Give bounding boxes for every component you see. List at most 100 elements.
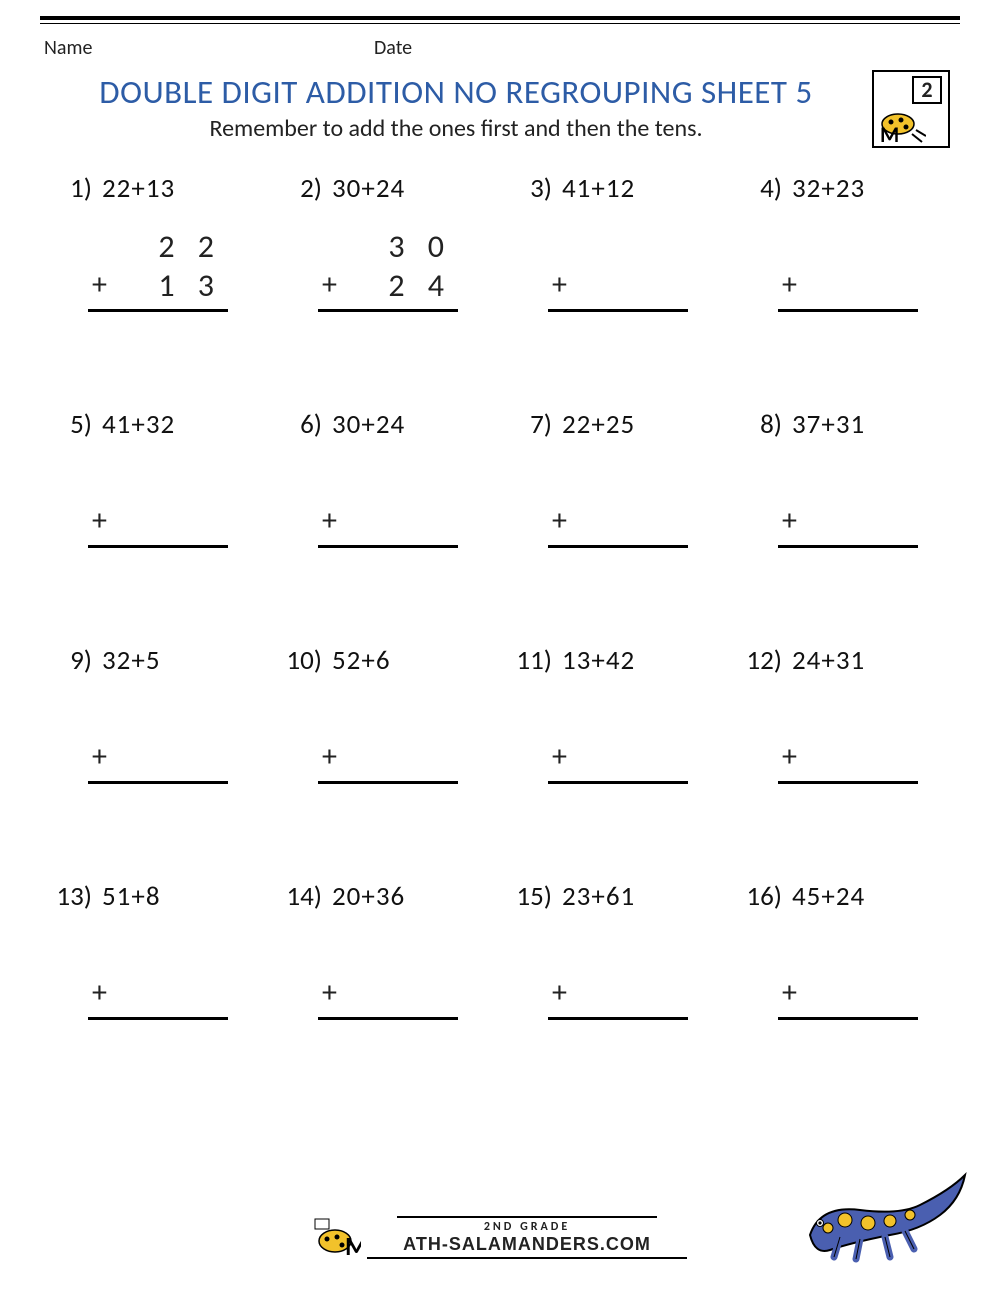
problem-header: 16)45+24 — [738, 880, 952, 913]
stack-top — [88, 935, 228, 974]
plus-sign: + — [92, 502, 107, 541]
problem-number: 8) — [738, 408, 792, 441]
header-row: DOUBLE DIGIT ADDITION NO REGROUPING SHEE… — [40, 70, 960, 148]
stack-top — [88, 699, 228, 738]
grade-badge: 2 M — [872, 70, 950, 148]
plus-sign: + — [92, 974, 107, 1013]
plus-sign: + — [322, 502, 337, 541]
problem-header: 8)37+31 — [738, 408, 952, 441]
plus-sign: + — [322, 738, 337, 777]
problem-header: 2)30+24 — [278, 172, 492, 205]
problem-expression: 24+31 — [792, 644, 865, 677]
problem-number: 2) — [278, 172, 332, 205]
stack-bottom: + — [778, 266, 918, 312]
stack-bottom: + — [88, 974, 228, 1020]
problem-expression: 30+24 — [332, 172, 405, 205]
problem-header: 10)52+6 — [278, 644, 492, 677]
vertical-stack: + — [778, 699, 918, 784]
footer-grade-text: 2ND GRADE — [397, 1216, 657, 1234]
problem-expression: 13+42 — [562, 644, 635, 677]
vertical-stack: + — [548, 463, 688, 548]
problem-number: 6) — [278, 408, 332, 441]
plus-sign: + — [782, 502, 797, 541]
salamander-badge-icon: M — [876, 94, 926, 144]
vertical-stack: + — [318, 699, 458, 784]
problem-number: 3) — [508, 172, 562, 205]
stack-bottom: +2 4 — [318, 266, 458, 312]
stack-top — [88, 463, 228, 502]
stack-bottom: + — [318, 974, 458, 1020]
stack-top — [778, 935, 918, 974]
problem: 8)37+31 + — [730, 402, 960, 638]
problem-expression: 22+13 — [102, 172, 175, 205]
stack-bottom: + — [778, 738, 918, 784]
problem-number: 15) — [508, 880, 562, 913]
problems-grid: 1)22+132 2+1 32)30+243 0+2 43)41+12 + 4)… — [40, 166, 960, 1110]
plus-sign: + — [782, 738, 797, 777]
problem: 10)52+6 + — [270, 638, 500, 874]
problem-number: 14) — [278, 880, 332, 913]
stack-top — [548, 935, 688, 974]
stack-top — [778, 463, 918, 502]
footer-m-letter: M — [345, 1230, 361, 1259]
answer-space — [508, 548, 722, 608]
page-subtitle: Remember to add the ones first and then … — [40, 114, 872, 143]
stack-bottom-value — [897, 266, 912, 305]
plus-sign: + — [552, 738, 567, 777]
problem-number: 7) — [508, 408, 562, 441]
stack-bottom: + — [548, 502, 688, 548]
answer-space — [738, 548, 952, 608]
stack-bottom: + — [318, 738, 458, 784]
problem-header: 12)24+31 — [738, 644, 952, 677]
stack-bottom: + — [548, 266, 688, 312]
salamander-footer-icon: M — [313, 1215, 361, 1259]
problem: 11)13+42 + — [500, 638, 730, 874]
answer-space — [738, 784, 952, 844]
title-block: DOUBLE DIGIT ADDITION NO REGROUPING SHEE… — [40, 70, 872, 143]
top-rule-thick — [40, 16, 960, 20]
problem-number: 11) — [508, 644, 562, 677]
worksheet-page: Name Date DOUBLE DIGIT ADDITION NO REGRO… — [0, 0, 1000, 1294]
problem: 3)41+12 + — [500, 166, 730, 402]
stack-bottom-value — [897, 502, 912, 541]
stack-bottom: + — [548, 738, 688, 784]
stack-bottom-value — [897, 738, 912, 777]
problem-expression: 32+5 — [102, 644, 161, 677]
problem-expression: 23+61 — [562, 880, 635, 913]
svg-text:M: M — [880, 121, 899, 144]
problem-number: 4) — [738, 172, 792, 205]
answer-space — [738, 312, 952, 372]
stack-bottom: + — [778, 974, 918, 1020]
problem-number: 9) — [48, 644, 102, 677]
stack-top — [778, 227, 918, 266]
vertical-stack: + — [548, 227, 688, 312]
problem-header: 14)20+36 — [278, 880, 492, 913]
stack-bottom: + — [88, 502, 228, 548]
plus-sign: + — [782, 266, 797, 305]
problem-number: 16) — [738, 880, 792, 913]
problem: 2)30+243 0+2 4 — [270, 166, 500, 402]
stack-bottom: +1 3 — [88, 266, 228, 312]
vertical-stack: + — [548, 699, 688, 784]
plus-sign: + — [322, 974, 337, 1013]
date-label: Date — [374, 36, 704, 60]
problem: 4)32+23 + — [730, 166, 960, 402]
problem-expression: 41+12 — [562, 172, 635, 205]
stack-bottom-value — [667, 266, 682, 305]
stack-top — [318, 935, 458, 974]
footer-site-text: ATH-SALAMANDERS.COM — [367, 1234, 687, 1259]
answer-space — [278, 1020, 492, 1080]
stack-bottom-value — [207, 738, 222, 777]
answer-space — [48, 784, 262, 844]
stack-bottom-value — [437, 502, 452, 541]
page-title: DOUBLE DIGIT ADDITION NO REGROUPING SHEE… — [40, 72, 872, 112]
plus-sign: + — [322, 266, 337, 305]
answer-space — [48, 312, 262, 372]
vertical-stack: + — [778, 935, 918, 1020]
footer-brand: M 2ND GRADE ATH-SALAMANDERS.COM — [313, 1215, 687, 1259]
problem-expression: 51+8 — [102, 880, 161, 913]
stack-bottom: + — [88, 738, 228, 784]
stack-bottom-value — [667, 974, 682, 1013]
problem-header: 15)23+61 — [508, 880, 722, 913]
plus-sign: + — [552, 266, 567, 305]
